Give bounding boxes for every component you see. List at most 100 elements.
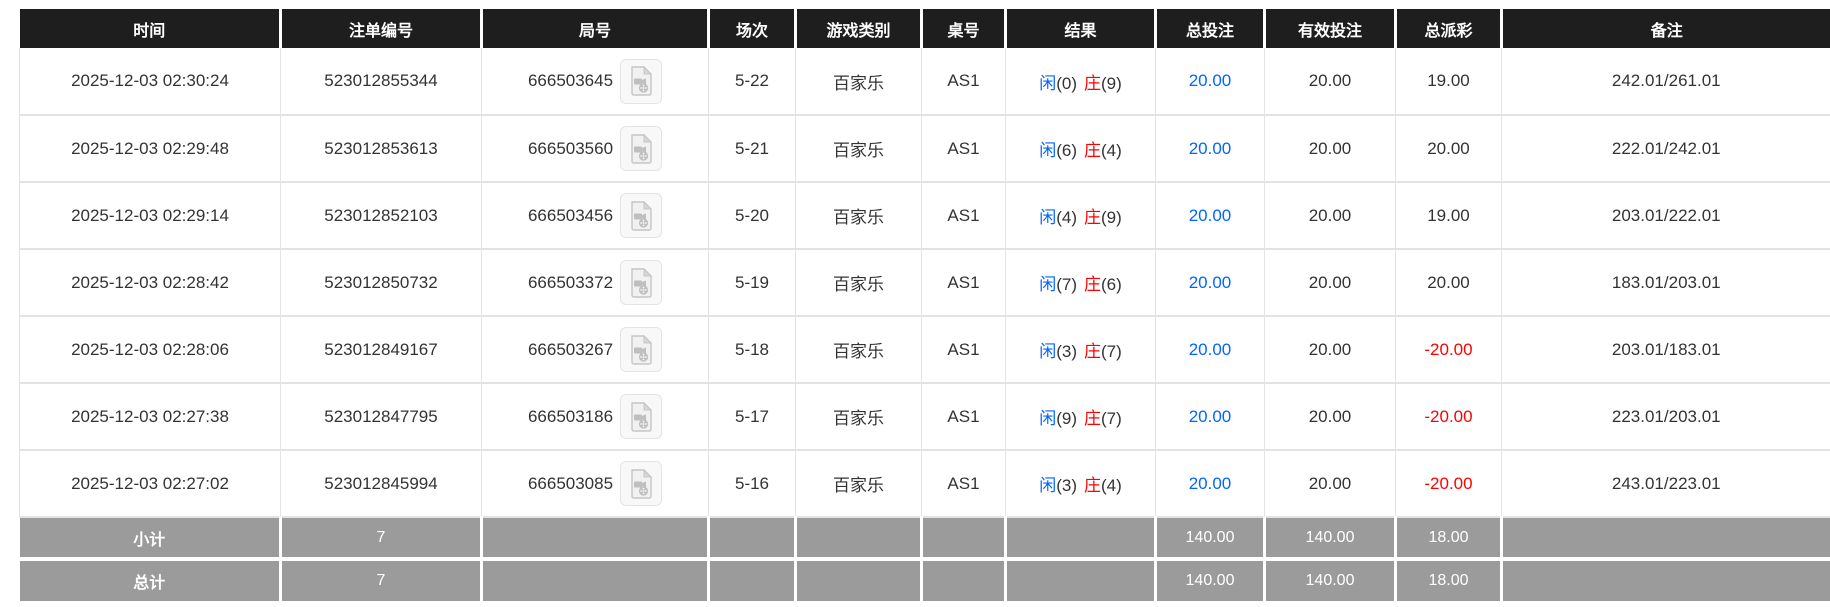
cell-bet-id: 523012853613: [280, 115, 482, 183]
cell-total-bet: 20.00: [1155, 115, 1265, 183]
total-empty-round: [481, 559, 710, 601]
cell-game-type: 百家乐: [795, 450, 922, 518]
header-round-id: 局号: [481, 9, 710, 48]
cell-round-id: 666503456: [481, 182, 709, 250]
cell-time: 2025-12-03 02:27:02: [19, 450, 281, 518]
cell-time: 2025-12-03 02:30:24: [19, 48, 281, 116]
cell-result: 闲(7) 庄(6): [1005, 249, 1156, 317]
table-body: 2025-12-03 02:30:24 523012855344 6665036…: [19, 48, 1830, 518]
cell-game-type: 百家乐: [795, 383, 922, 451]
bet-history-table: 时间 注单编号 局号 场次 游戏类别 桌号 结果 总投注 有效投注 总派彩 备注…: [19, 9, 1830, 601]
player-result-label: 闲: [1039, 141, 1057, 160]
cell-game-type: 百家乐: [795, 115, 922, 183]
cell-remark: 223.01/203.01: [1501, 383, 1830, 451]
cell-table-no: AS1: [921, 316, 1006, 384]
cell-result: 闲(3) 庄(4): [1005, 450, 1156, 518]
subtotal-empty-game-type: [795, 517, 923, 561]
table-row: 2025-12-03 02:29:48 523012853613 6665035…: [19, 115, 1830, 183]
video-file-icon: [631, 133, 653, 164]
player-result-points: (3): [1056, 476, 1077, 495]
player-result-label: 闲: [1039, 342, 1057, 361]
header-time: 时间: [19, 9, 282, 48]
subtotal-empty-remark: [1501, 517, 1830, 561]
cell-round-id: 666503560: [481, 115, 709, 183]
total-valid-bet: 140.00: [1264, 559, 1397, 601]
cell-session: 5-20: [708, 182, 796, 250]
cell-valid-bet: 20.00: [1264, 450, 1396, 518]
total-empty-session: [708, 559, 797, 601]
banker-result-label: 庄: [1084, 275, 1101, 294]
video-replay-button[interactable]: [620, 260, 663, 305]
round-number: 666503560: [527, 138, 614, 158]
cell-table-no: AS1: [921, 249, 1006, 317]
table-row: 2025-12-03 02:29:14 523012852103 6665034…: [19, 182, 1830, 250]
cell-session: 5-16: [708, 450, 796, 518]
cell-remark: 203.01/222.01: [1501, 182, 1830, 250]
cell-game-type: 百家乐: [795, 249, 922, 317]
player-result-label: 闲: [1039, 275, 1057, 294]
table-row: 2025-12-03 02:28:42 523012850732 6665033…: [19, 249, 1830, 317]
video-file-icon: [631, 267, 653, 298]
banker-result-points: (6): [1101, 275, 1122, 294]
cell-total-bet: 20.00: [1155, 383, 1265, 451]
round-number: 666503456: [527, 205, 614, 225]
cell-round-id: 666503085: [481, 450, 709, 518]
banker-result-label: 庄: [1084, 409, 1101, 428]
cell-bet-id: 523012847795: [280, 383, 482, 451]
cell-result: 闲(6) 庄(4): [1005, 115, 1156, 183]
subtotal-valid-bet: 140.00: [1264, 517, 1397, 561]
table-footer: 小计 7 140.00 140.00 18.00 总计 7 1: [19, 517, 1830, 601]
subtotal-empty-round: [481, 517, 710, 561]
cell-valid-bet: 20.00: [1264, 383, 1396, 451]
cell-valid-bet: 20.00: [1264, 115, 1396, 183]
player-result-points: (6): [1056, 141, 1077, 160]
cell-total-bet: 20.00: [1155, 249, 1265, 317]
total-empty-remark: [1501, 559, 1830, 601]
cell-game-type: 百家乐: [795, 182, 922, 250]
round-number: 666503186: [527, 406, 614, 426]
total-count: 7: [280, 559, 483, 601]
banker-result-points: (4): [1101, 141, 1122, 160]
subtotal-total-payout: 18.00: [1395, 517, 1503, 561]
cell-valid-bet: 20.00: [1264, 316, 1396, 384]
player-result-label: 闲: [1039, 476, 1057, 495]
video-replay-button[interactable]: [620, 461, 663, 506]
video-replay-button[interactable]: [620, 327, 663, 372]
banker-result-label: 庄: [1084, 141, 1101, 160]
video-replay-button[interactable]: [620, 58, 663, 104]
header-row: 时间 注单编号 局号 场次 游戏类别 桌号 结果 总投注 有效投注 总派彩 备注: [19, 9, 1830, 48]
cell-session: 5-17: [708, 383, 796, 451]
cell-round-id: 666503372: [481, 249, 709, 317]
total-empty-result: [1005, 559, 1157, 601]
total-empty-game-type: [795, 559, 923, 601]
header-remark: 备注: [1501, 9, 1830, 48]
round-number: 666503267: [527, 339, 614, 359]
header-result: 结果: [1005, 9, 1157, 48]
subtotal-empty-result: [1005, 517, 1157, 561]
cell-session: 5-21: [708, 115, 796, 183]
video-replay-button[interactable]: [620, 394, 663, 439]
table-row: 2025-12-03 02:30:24 523012855344 6665036…: [19, 48, 1830, 116]
cell-remark: 243.01/223.01: [1501, 450, 1830, 518]
cell-table-no: AS1: [921, 48, 1006, 116]
cell-total-payout: 20.00: [1395, 115, 1502, 183]
cell-game-type: 百家乐: [795, 316, 922, 384]
video-replay-button[interactable]: [620, 126, 663, 171]
round-number: 666503372: [527, 272, 614, 292]
cell-table-no: AS1: [921, 383, 1006, 451]
total-label: 总计: [19, 559, 282, 601]
cell-time: 2025-12-03 02:28:42: [19, 249, 281, 317]
player-result-points: (9): [1056, 409, 1077, 428]
player-result-label: 闲: [1039, 409, 1057, 428]
cell-game-type: 百家乐: [795, 48, 922, 116]
cell-round-id: 666503186: [481, 383, 709, 451]
cell-total-payout: 20.00: [1395, 249, 1502, 317]
cell-bet-id: 523012855344: [280, 48, 482, 116]
table-header: 时间 注单编号 局号 场次 游戏类别 桌号 结果 总投注 有效投注 总派彩 备注: [19, 9, 1830, 48]
player-result-points: (7): [1056, 275, 1077, 294]
cell-round-id: 666503645: [481, 48, 709, 116]
cell-total-payout: -20.00: [1395, 316, 1502, 384]
video-replay-button[interactable]: [620, 193, 663, 238]
cell-total-bet: 20.00: [1155, 450, 1265, 518]
cell-session: 5-18: [708, 316, 796, 384]
